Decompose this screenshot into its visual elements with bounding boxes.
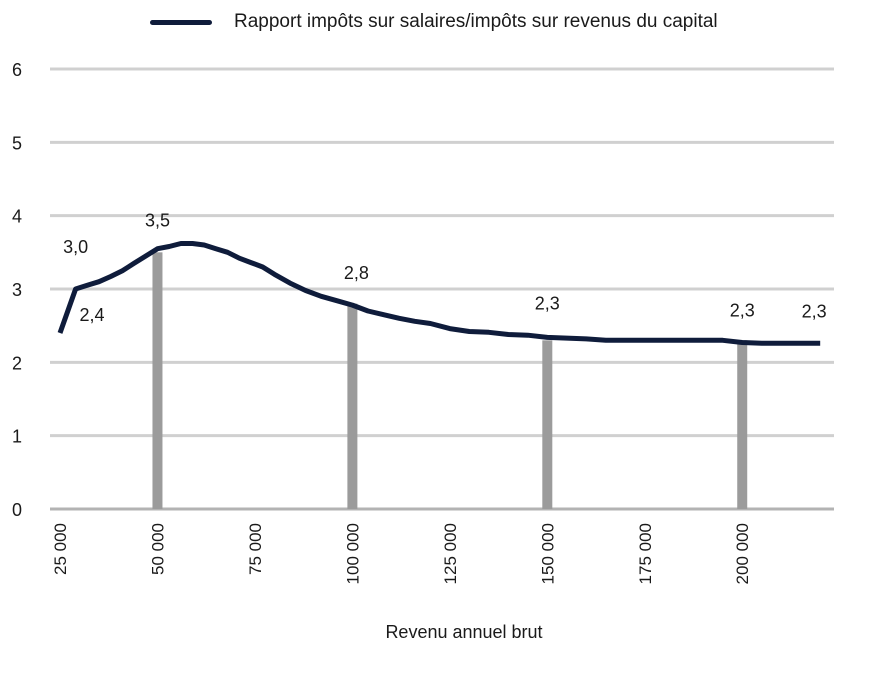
data-label: 2,3 [730, 301, 755, 321]
y-tick-label: 2 [12, 353, 22, 373]
x-axis-title: Revenu annuel brut [385, 622, 542, 642]
data-label: 2,4 [79, 305, 104, 325]
legend: Rapport impôts sur salaires/impôts sur r… [150, 8, 718, 36]
y-tick-label: 4 [12, 207, 22, 227]
data-label: 2,3 [535, 293, 560, 313]
x-tick-label: 100 000 [343, 523, 362, 584]
marker-bar [737, 340, 748, 509]
marker-bar [347, 303, 358, 509]
series-line [57, 241, 821, 346]
x-tick-label: 175 000 [636, 523, 655, 584]
x-tick-label: 75 000 [246, 523, 265, 575]
y-tick-label: 6 [12, 60, 22, 80]
data-label: 3,5 [145, 211, 170, 231]
data-label: 3,0 [63, 237, 88, 257]
legend-label: Rapport impôts sur salaires/impôts sur r… [234, 11, 718, 32]
legend-swatch [150, 19, 212, 25]
y-tick-label: 1 [12, 427, 22, 447]
y-tick-label: 0 [12, 500, 22, 520]
x-tick-label: 125 000 [441, 523, 460, 584]
data-label: 2,3 [802, 301, 827, 321]
data-label: 2,8 [344, 263, 369, 283]
x-tick-label: 200 000 [733, 523, 752, 584]
y-tick-label: 3 [12, 280, 22, 300]
y-tick-label: 5 [12, 133, 22, 153]
x-tick-label: 50 000 [148, 523, 167, 575]
x-tick-label: 150 000 [538, 523, 557, 584]
marker-bar [542, 340, 553, 509]
x-tick-label: 25 000 [51, 523, 70, 575]
marker-bar [152, 252, 163, 510]
